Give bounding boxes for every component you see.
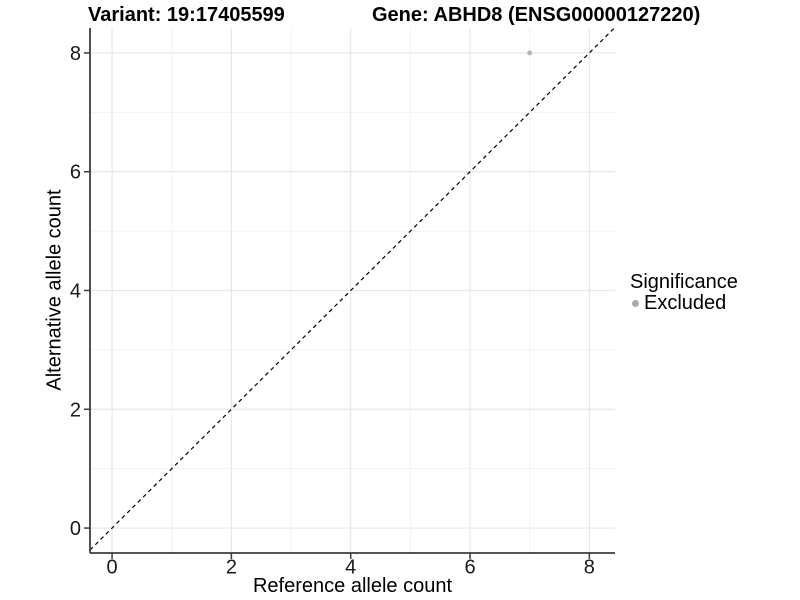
- legend-entry-excluded: Excluded: [630, 293, 738, 314]
- x-tick-label: 4: [345, 557, 356, 579]
- x-tick-label: 6: [464, 557, 475, 579]
- variant-title: Variant: 19:17405599: [88, 4, 285, 26]
- x-tick-label: 2: [226, 557, 237, 579]
- x-axis-title: Reference allele count: [252, 575, 452, 597]
- legend-entry-label: Excluded: [644, 292, 727, 314]
- y-tick-label: 8: [70, 43, 81, 65]
- gene-title: Gene: ABHD8 (ENSG00000127220): [372, 4, 701, 26]
- identity-line: [89, 27, 615, 551]
- x-tick-label: 0: [107, 557, 118, 579]
- y-tick-label: 0: [70, 518, 81, 540]
- x-tick-label: 8: [584, 557, 595, 579]
- legend-title: Significance: [630, 271, 738, 293]
- y-axis-title: Alternative allele count: [43, 189, 66, 391]
- excluded-point-icon: [632, 300, 639, 307]
- data-point: [527, 50, 533, 56]
- y-tick-label: 2: [70, 399, 81, 421]
- y-tick-label: 4: [70, 281, 81, 303]
- legend: Significance Excluded: [630, 272, 738, 314]
- y-tick-label: 6: [70, 162, 81, 184]
